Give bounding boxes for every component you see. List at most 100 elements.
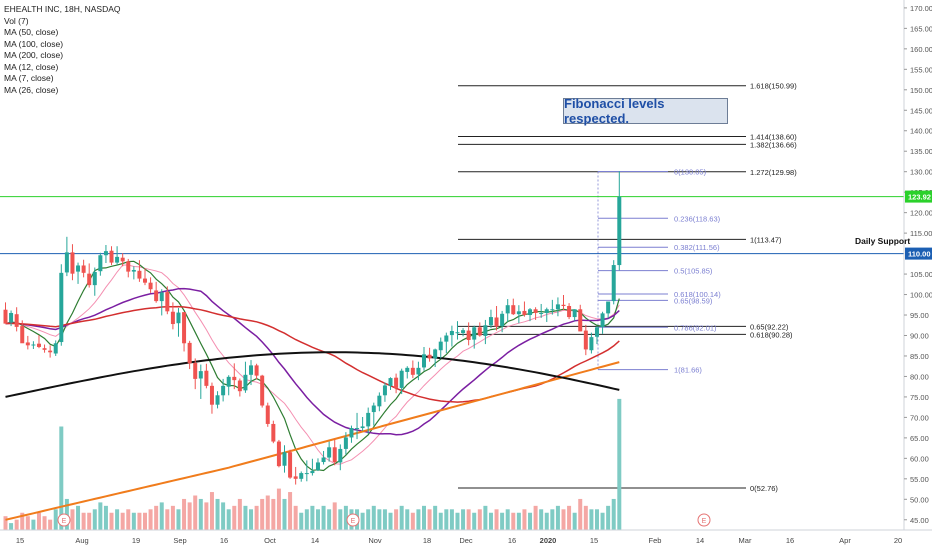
legend-item-volume[interactable]: Vol (7) — [4, 15, 29, 26]
candle-body — [87, 273, 92, 286]
volume-bar — [466, 509, 471, 530]
volume-bar — [567, 505, 572, 530]
volume-bar — [388, 512, 393, 530]
candle-body — [31, 344, 36, 346]
volume-bar — [126, 509, 131, 530]
candle-body — [103, 251, 108, 256]
candle-body — [399, 370, 404, 388]
candle-body — [109, 250, 114, 263]
price-tick-label: 120.00 — [910, 209, 932, 218]
candle-body — [276, 441, 281, 467]
volume-bar — [204, 502, 209, 530]
price-tick-label: 170.00 — [910, 4, 932, 13]
candle-body — [427, 354, 432, 359]
volume-bar — [477, 509, 482, 530]
candle-body — [516, 311, 521, 315]
candle-body — [143, 278, 147, 283]
volume-bar — [176, 509, 181, 530]
volume-bar — [3, 516, 8, 530]
price-tick-label: 140.00 — [910, 127, 932, 136]
fib-level-label: 0.65(92.22) — [750, 322, 789, 331]
candle-body — [366, 412, 371, 427]
volume-bar — [98, 502, 103, 530]
volume-bar — [103, 505, 108, 530]
volume-bar — [31, 519, 36, 530]
legend-item-ma7[interactable]: MA (7, close) — [4, 73, 54, 83]
candle-body — [433, 349, 438, 359]
volume-bar — [276, 488, 281, 530]
price-tick-label: 90.00 — [910, 331, 929, 340]
price-tick-label: 75.00 — [910, 393, 929, 402]
volume-bar — [215, 498, 220, 530]
legend-item-ma26[interactable]: MA (26, close) — [4, 84, 59, 95]
support-price-tag-label: 110.00 — [908, 250, 931, 259]
volume-bar — [249, 509, 254, 530]
current-price-tag — [905, 190, 932, 203]
volume-bar — [561, 509, 566, 530]
candle-body — [539, 312, 544, 314]
time-tick-label: Aug — [75, 536, 88, 545]
candle-body — [299, 473, 304, 479]
candle-body — [226, 376, 231, 387]
volume-bar — [422, 505, 426, 530]
time-tick-label: 19 — [132, 536, 140, 545]
volume-bar — [550, 509, 555, 530]
volume-bar — [260, 498, 265, 530]
volume-bar — [9, 523, 14, 530]
candle-body — [522, 310, 527, 316]
candle-body — [59, 272, 64, 343]
ma12-line — [5, 264, 620, 465]
candle-body — [232, 376, 237, 381]
volume-bars — [3, 398, 622, 530]
time-tick-label: 14 — [696, 536, 704, 545]
legend-item-ma100[interactable]: MA (100, close) — [4, 38, 64, 49]
candle-body — [617, 196, 622, 266]
volume-bar — [511, 512, 516, 530]
candle-body — [528, 309, 533, 316]
fibonacci-levels: 1.618(150.99) 1.414(138.60)1.382(136.66) 1… — [458, 82, 797, 493]
candle-body — [583, 330, 588, 350]
fib-inner-label: 0.5(105.85) — [674, 267, 713, 276]
volume-bar — [304, 509, 309, 530]
earnings-marker — [697, 513, 711, 527]
volume-bar — [53, 509, 58, 530]
price-axis: 170.00 165.00 160.00 155.00 150.00 145.00 140.… — [903, 0, 932, 530]
time-tick-label: Dec — [459, 536, 473, 545]
legend-item-ma12[interactable]: MA (12, close) — [4, 61, 59, 72]
volume-bar — [243, 505, 248, 530]
earnings-marker — [346, 513, 360, 527]
candle-body — [25, 342, 30, 346]
candle-body — [572, 309, 577, 318]
indicator-legend: EHEALTH INC, 18H, NASDAQ Vol (7) MA (50,… — [4, 4, 121, 96]
candle-body — [444, 335, 449, 342]
candle-body — [204, 370, 209, 386]
price-tick-label: 60.00 — [910, 454, 929, 463]
time-tick-label: 16 — [220, 536, 228, 545]
candle-body — [159, 292, 164, 302]
candle-body — [466, 330, 471, 340]
fib-inner-label: 0(130.05) — [674, 167, 707, 176]
candle-body — [315, 462, 320, 471]
candle-body — [42, 348, 47, 350]
ma100-line — [5, 361, 620, 521]
volume-bar — [494, 509, 499, 530]
candle-body — [198, 371, 203, 379]
legend-item-ma50[interactable]: MA (50, close) — [4, 27, 59, 37]
legend-item-ma200[interactable]: MA (200, close) — [4, 50, 64, 60]
volume-bar — [427, 509, 432, 530]
volume-bar — [159, 502, 164, 530]
fib-level-label: 1.382(136.66) — [750, 140, 797, 149]
volume-bar — [20, 512, 25, 530]
candle-body — [578, 309, 583, 332]
volume-bar — [516, 512, 521, 530]
text-annotation[interactable]: Fibonacci levels respected. — [563, 96, 728, 126]
candle-body — [165, 292, 170, 312]
volume-bar — [416, 509, 421, 530]
time-tick-label: 14 — [311, 536, 319, 545]
candle-body — [282, 452, 287, 466]
candle-body — [243, 374, 248, 391]
fib-inner-label: 0.382(111.56) — [674, 243, 720, 252]
candle-body — [321, 457, 326, 463]
